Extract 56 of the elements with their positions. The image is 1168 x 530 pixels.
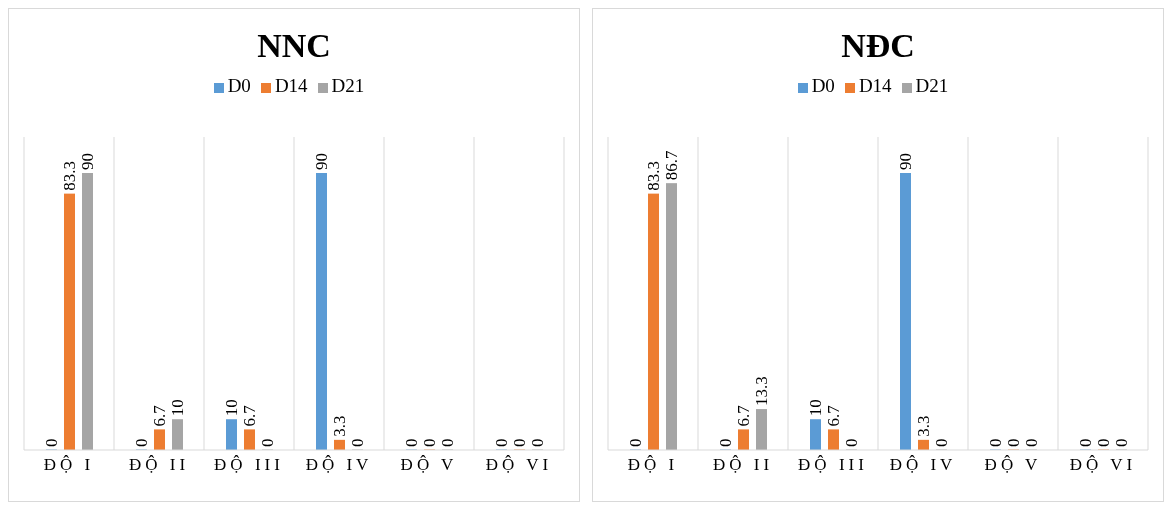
data-label: 83.3: [644, 160, 663, 191]
chart-title: NĐC: [840, 27, 916, 65]
x-tick-label: ĐỘ I: [627, 455, 679, 475]
data-label: 0: [420, 438, 439, 447]
data-label: 6.7: [824, 404, 843, 427]
data-label: 0: [1076, 438, 1095, 447]
data-label: 10: [806, 399, 825, 417]
data-label: 0: [132, 438, 151, 447]
data-label: 0: [528, 438, 547, 447]
data-label: 0: [42, 438, 61, 447]
data-label: 0: [842, 438, 861, 447]
data-label: 0: [1004, 438, 1023, 447]
x-tick-label: ĐỘ III: [798, 455, 868, 475]
data-label: 13.3: [752, 376, 771, 407]
legend-label: D21: [915, 75, 949, 96]
data-label: 6.7: [240, 404, 259, 427]
legend-label: D0: [227, 75, 251, 96]
data-label: 90: [78, 153, 97, 171]
data-label: 0: [348, 438, 367, 447]
data-label: 0: [438, 438, 457, 447]
data-label: 0: [1094, 438, 1113, 447]
data-label: 90: [896, 153, 915, 171]
data-label: 0: [1112, 438, 1131, 447]
x-tick-label: ĐỘ III: [214, 455, 284, 475]
data-label: 0: [986, 438, 1005, 447]
x-tick-label: ĐỘ IV: [889, 455, 957, 475]
data-label: 10: [168, 399, 187, 417]
legend-label: D21: [331, 75, 365, 96]
data-label: 0: [716, 438, 735, 447]
data-label: 0: [932, 438, 951, 447]
data-label: 3.3: [330, 415, 349, 437]
x-tick-label: ĐỘ VI: [485, 455, 553, 475]
x-tick-label: ĐỘ VI: [1069, 455, 1137, 475]
x-tick-label: ĐỘ V: [984, 455, 1042, 475]
x-tick-label: ĐỘ IV: [305, 455, 373, 475]
data-label: 10: [222, 399, 241, 417]
data-label: 3.3: [914, 415, 933, 437]
legend-label: D14: [274, 75, 308, 96]
data-label: 86.7: [662, 149, 681, 181]
legend-label: D14: [858, 75, 892, 96]
x-tick-label: ĐỘ V: [400, 455, 458, 475]
x-tick-label: ĐỘ II: [128, 455, 190, 475]
x-tick-label: ĐỘ I: [43, 455, 95, 475]
data-label: 83.3: [60, 160, 79, 191]
data-label: 0: [402, 438, 421, 447]
data-label: 0: [1022, 438, 1041, 447]
data-label: 6.7: [734, 404, 753, 427]
data-label: 0: [510, 438, 529, 447]
data-label: 90: [312, 153, 331, 171]
data-label: 0: [492, 438, 511, 447]
data-label: 0: [258, 438, 277, 447]
legend-label: D0: [811, 75, 835, 96]
x-tick-label: ĐỘ II: [712, 455, 774, 475]
chart-title: NNC: [256, 27, 332, 65]
data-label: 6.7: [150, 404, 169, 427]
data-label: 0: [626, 438, 645, 447]
